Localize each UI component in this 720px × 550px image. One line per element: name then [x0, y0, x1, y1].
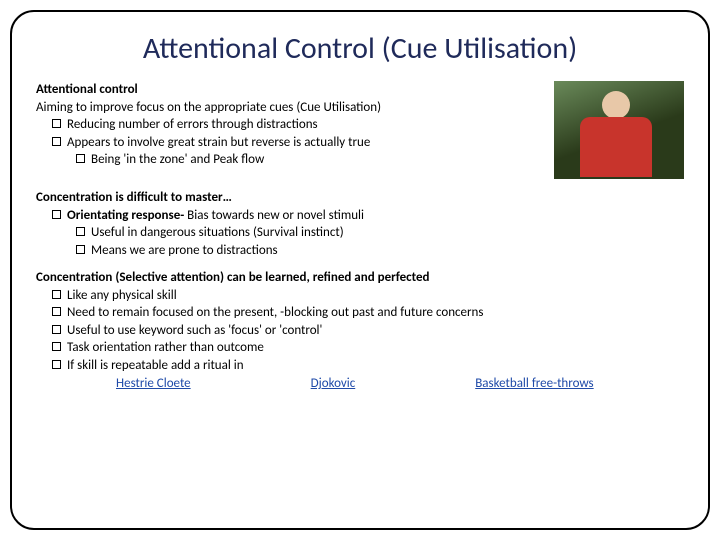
s2-bullet-1b-text: Means we are prone to distractions	[91, 243, 278, 258]
s3-bullet-5: If skill is repeatable add a ritual in	[36, 357, 684, 375]
checkbox-icon	[76, 154, 85, 163]
slide-title: Attentional Control (Cue Utilisation)	[36, 30, 684, 67]
link-djokovic[interactable]: Djokovic	[311, 376, 356, 391]
s3-bullet-4-text: Task orientation rather than outcome	[67, 340, 264, 355]
s1-heading: Attentional control	[36, 81, 544, 99]
s2-bullet-1a-text: Useful in dangerous situations (Survival…	[91, 225, 344, 240]
checkbox-icon	[52, 307, 61, 316]
section-concentration-learned: Concentration (Selective attention) can …	[36, 269, 684, 391]
section-concentration-master: Concentration is difficult to master… Or…	[36, 189, 684, 259]
s1-subheading: Aiming to improve focus on the appropria…	[36, 99, 544, 117]
top-row: Attentional control Aiming to improve fo…	[36, 81, 684, 179]
s3-bullet-1-text: Like any physical skill	[67, 288, 177, 303]
s1-bullet-2: Appears to involve great strain but reve…	[36, 134, 544, 152]
s3-bullet-5-text: If skill is repeatable add a ritual in	[67, 358, 244, 373]
s3-bullet-4: Task orientation rather than outcome	[36, 339, 684, 357]
checkbox-icon	[76, 245, 85, 254]
s1-bullet-1-text: Reducing number of errors through distra…	[67, 117, 318, 132]
s3-heading: Concentration (Selective attention) can …	[36, 269, 684, 287]
s1-bullet-1: Reducing number of errors through distra…	[36, 116, 544, 134]
s2-bullet-1-post: Bias towards new or novel stimuli	[187, 208, 364, 223]
checkbox-icon	[52, 360, 61, 369]
link-hestrie-cloete[interactable]: Hestrie Cloete	[116, 376, 191, 391]
checkbox-icon	[52, 137, 61, 146]
s3-bullet-2-text: Need to remain focused on the present, -…	[67, 305, 483, 320]
s3-bullet-3: Useful to use keyword such as 'focus' or…	[36, 322, 684, 340]
s3-bullet-2: Need to remain focused on the present, -…	[36, 304, 684, 322]
checkbox-icon	[52, 342, 61, 351]
s3-bullet-1: Like any physical skill	[36, 287, 684, 305]
links-row: Hestrie Cloete Djokovic Basketball free-…	[36, 376, 684, 391]
s1-bullet-2a-text: Being 'in the zone' and Peak flow	[91, 152, 264, 167]
s2-bullet-1a: Useful in dangerous situations (Survival…	[36, 224, 684, 242]
checkbox-icon	[52, 325, 61, 334]
checkbox-icon	[52, 290, 61, 299]
section-attentional-control: Attentional control Aiming to improve fo…	[36, 81, 544, 169]
s2-bullet-1b: Means we are prone to distractions	[36, 242, 684, 260]
slide-frame: Attentional Control (Cue Utilisation) At…	[10, 10, 710, 530]
athlete-photo	[554, 81, 684, 179]
checkbox-icon	[76, 227, 85, 236]
checkbox-icon	[52, 119, 61, 128]
s1-bullet-2a: Being 'in the zone' and Peak flow	[36, 151, 544, 169]
checkbox-icon	[52, 210, 61, 219]
s2-bullet-1-pre: Orientating response-	[67, 208, 187, 223]
s3-bullet-3-text: Useful to use keyword such as 'focus' or…	[67, 323, 322, 338]
s2-bullet-1: Orientating response- Bias towards new o…	[36, 207, 684, 225]
s1-bullet-2-text: Appears to involve great strain but reve…	[67, 135, 370, 150]
s2-heading: Concentration is difficult to master…	[36, 189, 684, 207]
link-basketball-free-throws[interactable]: Basketball free-throws	[475, 376, 593, 391]
